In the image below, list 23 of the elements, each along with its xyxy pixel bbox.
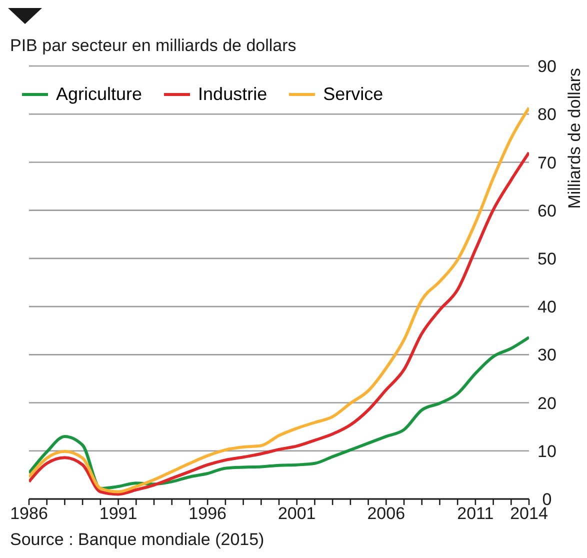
- y-tick-label: 80: [538, 105, 556, 124]
- y-tick-label: 60: [538, 201, 556, 220]
- x-tick-label: 2014: [510, 504, 548, 524]
- x-tick-label: 1996: [188, 504, 226, 524]
- y-axis-title: Milliards de dollars: [565, 68, 585, 209]
- chart-title: PIB par secteur en milliards de dollars: [10, 36, 296, 56]
- x-tick-label: 1986: [10, 504, 48, 524]
- x-tick-label: 2001: [278, 504, 316, 524]
- y-tick-label: 70: [538, 153, 556, 172]
- y-tick-label: 20: [538, 394, 556, 413]
- x-tick-label: 2011: [457, 504, 494, 524]
- y-tick-label: 30: [538, 346, 556, 365]
- source-note: Source : Banque mondiale (2015): [10, 530, 264, 550]
- legend-label: Service: [323, 84, 384, 105]
- y-tick-label: 50: [538, 249, 556, 268]
- legend-label: Industrie: [198, 84, 268, 105]
- y-tick-label: 10: [538, 442, 556, 461]
- legend-label: Agriculture: [56, 84, 142, 105]
- y-tick-label: 40: [538, 298, 556, 317]
- x-tick-label: 2006: [367, 504, 406, 524]
- line-series: [29, 336, 529, 490]
- x-tick-label: 1991: [99, 504, 138, 524]
- y-tick-label: 90: [538, 57, 556, 76]
